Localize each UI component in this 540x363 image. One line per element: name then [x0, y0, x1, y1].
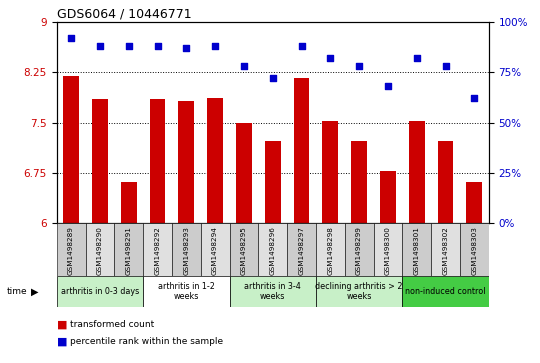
Text: GSM1498290: GSM1498290 [97, 226, 103, 275]
Text: GSM1498294: GSM1498294 [212, 226, 218, 275]
Text: time: time [7, 287, 28, 296]
Point [441, 63, 450, 69]
Point [240, 63, 248, 69]
Bar [258, 223, 287, 276]
Bar [322, 121, 338, 223]
Point [326, 55, 335, 61]
Bar [316, 276, 402, 307]
Bar [92, 99, 108, 223]
Bar [207, 98, 223, 223]
Text: GSM1498301: GSM1498301 [414, 226, 420, 275]
Bar [178, 101, 194, 223]
Text: ■: ■ [57, 320, 67, 330]
Text: declining arthritis > 2
weeks: declining arthritis > 2 weeks [315, 282, 403, 301]
Bar [460, 223, 489, 276]
Text: ▶: ▶ [31, 286, 39, 297]
Bar [374, 223, 402, 276]
Point [153, 43, 162, 49]
Point [297, 43, 306, 49]
Text: transformed count: transformed count [70, 321, 154, 329]
Text: GSM1498289: GSM1498289 [68, 226, 74, 275]
Bar [143, 223, 172, 276]
Text: GSM1498298: GSM1498298 [327, 226, 333, 275]
Point [67, 35, 76, 41]
Text: GSM1498302: GSM1498302 [442, 226, 449, 275]
Bar [230, 223, 258, 276]
Text: GSM1498300: GSM1498300 [385, 226, 391, 275]
Text: GSM1498297: GSM1498297 [299, 226, 305, 275]
Bar [57, 276, 143, 307]
Text: GSM1498299: GSM1498299 [356, 226, 362, 275]
Bar [409, 121, 424, 223]
Bar [150, 99, 165, 223]
Text: arthritis in 1-2
weeks: arthritis in 1-2 weeks [158, 282, 215, 301]
Bar [380, 171, 396, 223]
Bar [467, 182, 482, 223]
Bar [431, 223, 460, 276]
Text: arthritis in 0-3 days: arthritis in 0-3 days [61, 287, 139, 296]
Bar [230, 276, 316, 307]
Point [355, 63, 363, 69]
Bar [114, 223, 143, 276]
Point [211, 43, 219, 49]
Bar [316, 223, 345, 276]
Text: GSM1498296: GSM1498296 [269, 226, 276, 275]
Point [470, 95, 478, 101]
Text: percentile rank within the sample: percentile rank within the sample [70, 337, 224, 346]
Bar [57, 223, 85, 276]
Text: GSM1498303: GSM1498303 [471, 226, 477, 275]
Text: GDS6064 / 10446771: GDS6064 / 10446771 [57, 8, 191, 21]
Bar [265, 141, 281, 223]
Bar [172, 223, 201, 276]
Bar [236, 123, 252, 223]
Bar [351, 141, 367, 223]
Bar [143, 276, 230, 307]
Bar [201, 223, 230, 276]
Bar [294, 78, 309, 223]
Bar [345, 223, 374, 276]
Bar [63, 76, 79, 223]
Bar [287, 223, 316, 276]
Point [124, 43, 133, 49]
Bar [402, 276, 489, 307]
Bar [121, 182, 137, 223]
Point [268, 75, 277, 81]
Text: GSM1498295: GSM1498295 [241, 226, 247, 275]
Point [383, 83, 392, 89]
Point [413, 55, 421, 61]
Text: non-induced control: non-induced control [405, 287, 486, 296]
Bar [402, 223, 431, 276]
Text: arthritis in 3-4
weeks: arthritis in 3-4 weeks [244, 282, 301, 301]
Text: GSM1498291: GSM1498291 [126, 226, 132, 275]
Point [96, 43, 104, 49]
Bar [85, 223, 114, 276]
Bar [437, 141, 454, 223]
Point [182, 45, 191, 51]
Text: GSM1498292: GSM1498292 [154, 226, 160, 275]
Text: GSM1498293: GSM1498293 [183, 226, 190, 275]
Text: ■: ■ [57, 336, 67, 346]
